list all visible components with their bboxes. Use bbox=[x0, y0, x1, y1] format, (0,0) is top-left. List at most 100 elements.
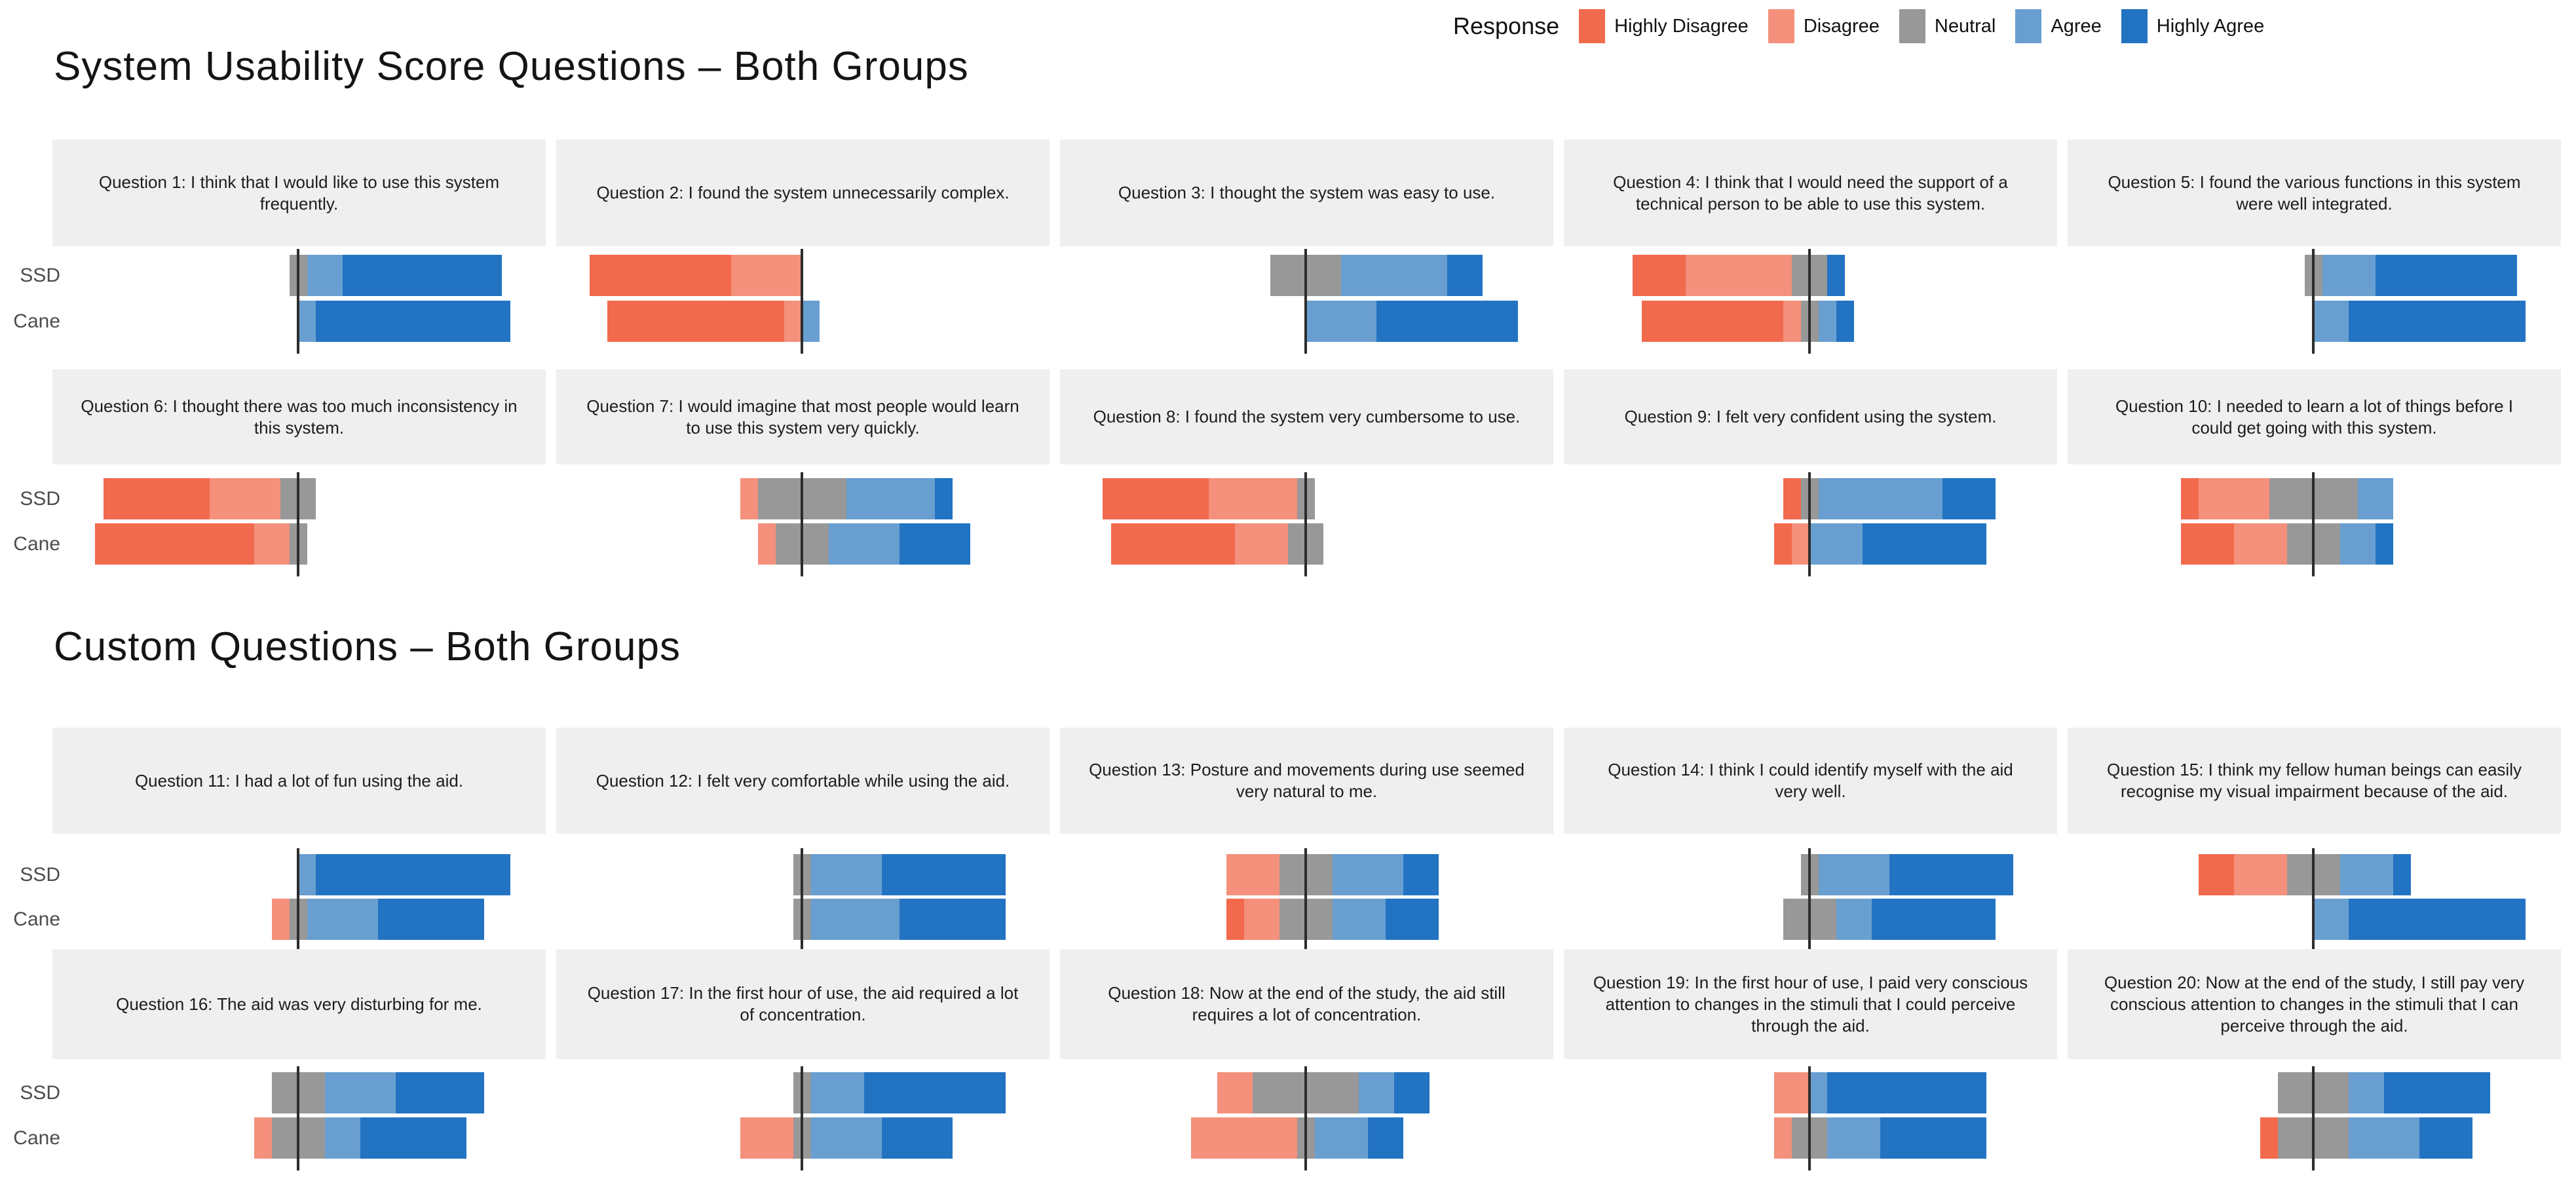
likert-bar-ssd-q1 bbox=[289, 255, 502, 296]
segment-agree bbox=[1809, 523, 1863, 565]
segment-agree bbox=[1827, 1117, 1880, 1159]
segment-highly-disagree bbox=[94, 523, 254, 565]
zero-axis-line bbox=[801, 249, 803, 354]
question-panel-q7: Question 7: I would imagine that most pe… bbox=[556, 369, 1050, 576]
zero-axis-line bbox=[2312, 249, 2315, 354]
question-text: Question 14: I think I could identify my… bbox=[1608, 760, 2013, 801]
question-header-q14: Question 14: I think I could identify my… bbox=[1564, 728, 2057, 834]
segment-highly-agree bbox=[1367, 1117, 1403, 1159]
group-label-cane: Cane bbox=[13, 1127, 60, 1149]
zero-axis-line bbox=[1304, 472, 1307, 576]
question-header-q20: Question 20: Now at the end of the study… bbox=[2068, 949, 2561, 1059]
likert-bar-cane-q1 bbox=[298, 301, 510, 342]
segment-disagree bbox=[1774, 1117, 1792, 1159]
likert-bar-ssd-q18 bbox=[1217, 1072, 1430, 1113]
likert-bar-cane-q9 bbox=[1774, 523, 1986, 565]
segment-disagree bbox=[2198, 478, 2269, 519]
question-text: Question 12: I felt very comfortable whi… bbox=[596, 770, 1010, 791]
zero-axis-line bbox=[1808, 472, 1811, 576]
group-label-ssd: SSD bbox=[20, 488, 60, 510]
likert-bar-cane-q12 bbox=[793, 899, 1006, 940]
segment-highly-agree bbox=[1385, 899, 1439, 940]
question-text: Question 11: I had a lot of fun using th… bbox=[134, 770, 464, 791]
segment-disagree bbox=[271, 899, 290, 940]
segment-disagree bbox=[757, 523, 776, 565]
zero-axis-line bbox=[1304, 1066, 1307, 1170]
question-panel-q6: Question 6: I thought there was too much… bbox=[52, 369, 546, 576]
segment-highly-agree bbox=[899, 523, 970, 565]
legend-item-highly-agree: Highly Agree bbox=[2121, 9, 2264, 43]
likert-bar-ssd-q4 bbox=[1633, 255, 1845, 296]
segment-agree bbox=[1314, 1117, 1368, 1159]
segment-agree bbox=[307, 255, 343, 296]
segment-disagree bbox=[1217, 1072, 1253, 1113]
question-text: Question 18: Now at the end of the study… bbox=[1108, 983, 1506, 1024]
segment-highly-agree bbox=[2349, 899, 2526, 940]
zero-axis-line bbox=[801, 848, 803, 952]
likert-bar-cane-q20 bbox=[2260, 1117, 2472, 1159]
segment-agree bbox=[298, 854, 316, 895]
segment-agree bbox=[324, 1072, 396, 1113]
zero-axis-line bbox=[2312, 848, 2315, 952]
likert-bar-cane-q8 bbox=[1111, 523, 1323, 565]
legend-swatch-highly-disagree bbox=[1579, 9, 1606, 43]
likert-bar-ssd-q10 bbox=[2180, 478, 2393, 519]
segment-highly-disagree bbox=[1641, 301, 1783, 342]
legend-swatch-neutral bbox=[1899, 9, 1925, 43]
segment-highly-disagree bbox=[1226, 899, 1244, 940]
group-label-ssd: SSD bbox=[20, 265, 60, 286]
question-header-q1: Question 1: I think that I would like to… bbox=[52, 140, 546, 246]
legend-label: Disagree bbox=[1803, 15, 1880, 37]
segment-disagree bbox=[1208, 478, 1297, 519]
question-panel-q10: Question 10: I needed to learn a lot of … bbox=[2068, 369, 2561, 576]
segment-highly-agree bbox=[863, 1072, 1006, 1113]
question-text: Question 19: In the first hour of use, I… bbox=[1593, 972, 2028, 1036]
question-panel-q1: Question 1: I think that I would like to… bbox=[52, 140, 546, 354]
segment-highly-agree bbox=[1394, 1072, 1430, 1113]
question-row-2: SSD Cane Question 6: I thought there was t… bbox=[0, 369, 2576, 576]
question-panel-q9: Question 9: I felt very confident using … bbox=[1564, 369, 2057, 576]
segment-highly-agree bbox=[934, 478, 953, 519]
segment-agree bbox=[2322, 255, 2376, 296]
question-panel-q5: Question 5: I found the various function… bbox=[2068, 140, 2561, 354]
segment-agree bbox=[802, 301, 820, 342]
segment-highly-agree bbox=[1871, 899, 1996, 940]
question-text: Question 1: I think that I would like to… bbox=[98, 172, 500, 214]
segment-highly-agree bbox=[2375, 523, 2393, 565]
segment-agree bbox=[1818, 854, 1889, 895]
segment-highly-agree bbox=[1827, 1072, 1986, 1113]
segment-agree bbox=[307, 899, 378, 940]
segment-agree bbox=[324, 1117, 360, 1159]
question-row-3: SSD Cane Question 11: I had a lot of fun u… bbox=[0, 728, 2576, 952]
segment-highly-disagree bbox=[104, 478, 210, 519]
legend-swatch-agree bbox=[2015, 9, 2042, 43]
question-panel-q15: Question 15: I think my fellow human bei… bbox=[2068, 728, 2561, 952]
segment-agree bbox=[1359, 1072, 1394, 1113]
question-header-q19: Question 19: In the first hour of use, I… bbox=[1564, 949, 2057, 1059]
segment-agree bbox=[2349, 1072, 2384, 1113]
segment-disagree bbox=[1243, 899, 1279, 940]
question-text: Question 16: The aid was very disturbing… bbox=[116, 994, 482, 1014]
segment-highly-agree bbox=[1403, 854, 1439, 895]
segment-highly-agree bbox=[2393, 854, 2411, 895]
segment-highly-disagree bbox=[1633, 255, 1686, 296]
segment-highly-disagree bbox=[607, 301, 784, 342]
segment-agree bbox=[1306, 301, 1376, 342]
segment-highly-disagree bbox=[1111, 523, 1235, 565]
question-header-q16: Question 16: The aid was very disturbing… bbox=[52, 949, 546, 1059]
likert-bar-cane-q7 bbox=[757, 523, 970, 565]
segment-disagree bbox=[784, 301, 802, 342]
segment-disagree bbox=[1235, 523, 1288, 565]
segment-agree bbox=[2313, 899, 2349, 940]
segment-agree bbox=[810, 1117, 882, 1159]
zero-axis-line bbox=[1304, 249, 1307, 354]
question-header-q7: Question 7: I would imagine that most pe… bbox=[556, 369, 1050, 464]
likert-bar-ssd-q17 bbox=[793, 1072, 1006, 1113]
segment-highly-agree bbox=[1827, 255, 1845, 296]
zero-axis-line bbox=[801, 472, 803, 576]
zero-axis-line bbox=[1808, 1066, 1811, 1170]
likert-bar-ssd-q3 bbox=[1270, 255, 1483, 296]
segment-highly-agree bbox=[1880, 1117, 1986, 1159]
likert-bar-cane-q10 bbox=[2180, 523, 2393, 565]
